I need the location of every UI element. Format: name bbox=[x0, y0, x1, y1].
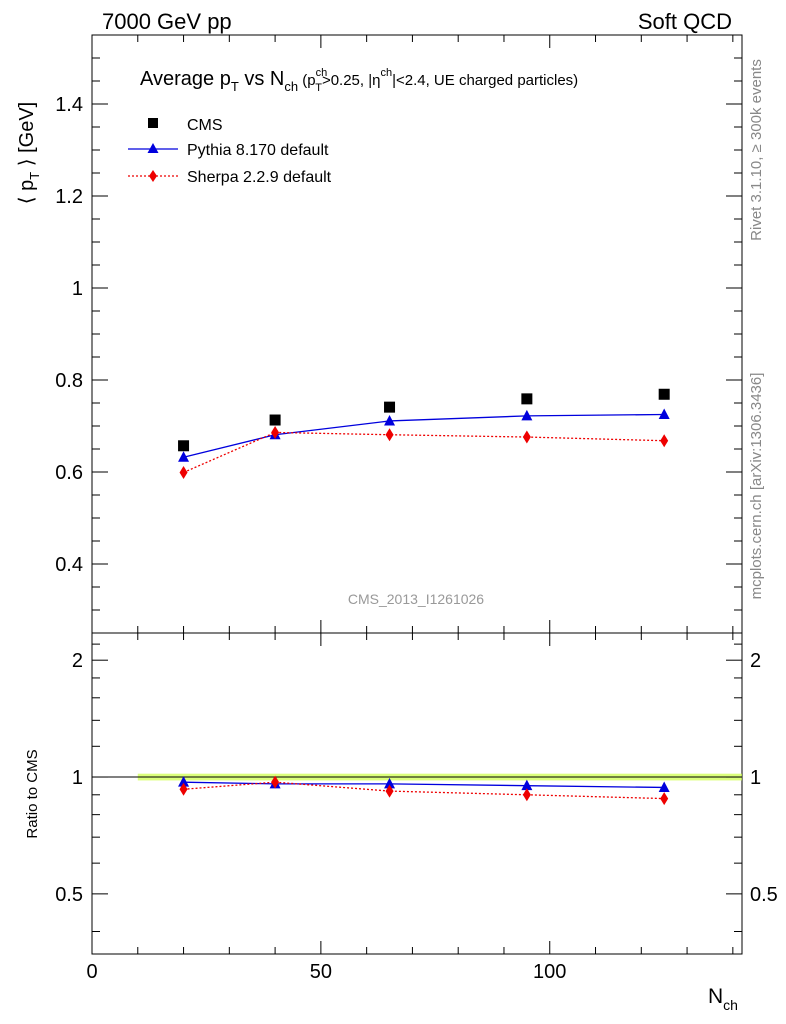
legend-pythia-marker bbox=[147, 143, 159, 153]
y-tick-label: 0.8 bbox=[55, 370, 83, 392]
pythia-data-point bbox=[384, 414, 396, 426]
sherpa-ratio-point bbox=[179, 782, 188, 796]
sherpa-data-point bbox=[660, 434, 669, 448]
x-tick-label: 100 bbox=[533, 961, 566, 983]
data-series bbox=[178, 388, 670, 479]
y-tick-label: 0.6 bbox=[55, 462, 83, 484]
cms-data-point bbox=[178, 440, 190, 452]
legend-sherpa-marker bbox=[149, 170, 157, 182]
cms-data-point bbox=[269, 414, 281, 426]
cms-data-point bbox=[384, 401, 396, 413]
legend-pythia-label: Pythia 8.170 default bbox=[187, 142, 329, 159]
ratio-y-tick-label: 0.5 bbox=[55, 884, 83, 906]
legend-cms-marker bbox=[148, 118, 158, 128]
ratio-y-tick-label: 2 bbox=[72, 650, 83, 672]
ratio-series bbox=[178, 775, 670, 806]
cms-data-point bbox=[521, 393, 533, 405]
x-axis-label: Nch bbox=[708, 985, 738, 1013]
ratio-y-tick-label: 1 bbox=[750, 767, 761, 789]
sherpa-data-point bbox=[522, 430, 531, 444]
plot-title: Average pT vs Nch (pch T>0.25, |ηch|<2.4,… bbox=[140, 67, 578, 94]
pythia-ratio-point bbox=[384, 777, 396, 789]
pythia-data-point bbox=[658, 408, 670, 419]
sherpa-ratio-point bbox=[660, 792, 669, 806]
rivet-version-label: Rivet 3.1.10, ≥ 300k events bbox=[748, 59, 765, 241]
sherpa-data-point bbox=[179, 465, 188, 479]
header-energy-label: 7000 GeV pp bbox=[102, 9, 232, 34]
sherpa-ratio-line bbox=[183, 781, 665, 800]
x-tick-label: 0 bbox=[86, 961, 97, 983]
y-axis-label: ⟨ pT ⟩ [GeV] bbox=[16, 102, 42, 205]
pythia-ratio-point bbox=[658, 781, 670, 792]
y-tick-label: 1.2 bbox=[55, 186, 83, 208]
pythia-ratio-point bbox=[521, 779, 533, 791]
pythia-data-point bbox=[178, 451, 190, 462]
ratio-y-axis-label: Ratio to CMS bbox=[24, 749, 41, 838]
sherpa-data-point bbox=[271, 425, 280, 439]
axis-tick-labels: 0 50 100 0.4 0.6 0.8 1 1.2 1.4 0.5 0.5 1 1 2 2 bbox=[55, 94, 778, 983]
pythia-data-point bbox=[521, 409, 533, 421]
ratio-uncertainty-band bbox=[92, 773, 742, 781]
analysis-watermark: CMS_2013_I1261026 bbox=[348, 591, 484, 607]
ratio-plot-frame bbox=[91, 632, 743, 955]
cms-data-point bbox=[658, 388, 670, 400]
sherpa-ratio-point bbox=[522, 788, 531, 802]
x-tick-label: 50 bbox=[310, 961, 332, 983]
y-tick-label: 1.4 bbox=[55, 94, 83, 116]
legend-cms-label: CMS bbox=[187, 117, 223, 134]
axis-ticks bbox=[91, 34, 742, 954]
ratio-y-tick-label: 2 bbox=[750, 650, 761, 672]
mcplots-source-label: mcplots.cern.ch [arXiv:1306.3436] bbox=[748, 373, 765, 600]
ratio-y-tick-label: 1 bbox=[72, 767, 83, 789]
y-tick-label: 1 bbox=[72, 278, 83, 300]
sherpa-data-point bbox=[385, 428, 394, 442]
y-tick-label: 0.4 bbox=[55, 554, 83, 576]
pythia-ratio-point bbox=[178, 776, 190, 787]
legend: CMS Pythia 8.170 default Sherpa 2.2.9 de… bbox=[128, 117, 332, 186]
sherpa-ratio-point bbox=[271, 775, 280, 789]
ratio-y-tick-label: 0.5 bbox=[750, 884, 778, 906]
sherpa-ratio-point bbox=[385, 784, 394, 798]
legend-sherpa-label: Sherpa 2.2.9 default bbox=[187, 169, 332, 186]
header-category-label: Soft QCD bbox=[638, 9, 732, 34]
pythia-ratio-line bbox=[183, 781, 665, 789]
sherpa-series-line bbox=[183, 431, 665, 474]
